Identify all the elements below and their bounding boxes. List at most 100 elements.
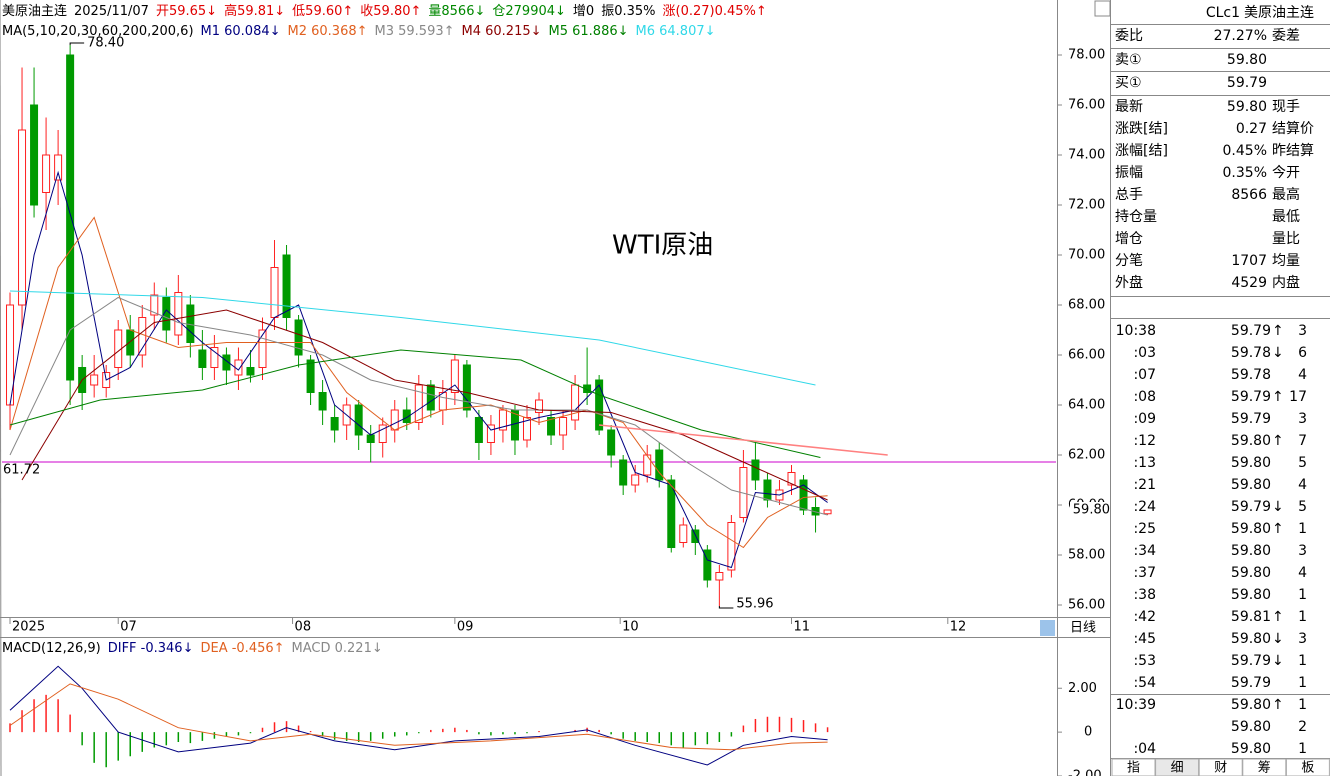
quote-label: 涨幅[结] (1115, 143, 1168, 159)
tab-label[interactable]: 财 (1214, 761, 1227, 776)
tick-time: :34 (1133, 543, 1156, 559)
tick-volume: 6 (1298, 345, 1307, 361)
tick-time: :45 (1133, 631, 1156, 647)
macd-legend-item: MACD 0.221↓ (292, 641, 383, 656)
y-tick-label: 58.00 (1068, 548, 1105, 563)
quote-header-item: 量8566↓ (428, 4, 485, 19)
y-tick-label: 62.00 (1068, 448, 1105, 463)
tick-volume: 4 (1298, 565, 1307, 581)
candle-body (282, 254, 291, 318)
candle-body (294, 319, 303, 356)
quote-label: 涨跌[结] (1115, 121, 1168, 137)
candle-body (414, 384, 423, 423)
tab[interactable] (1111, 758, 1156, 776)
candle-body (691, 529, 700, 543)
candle-body (354, 404, 363, 436)
candle-body (643, 454, 652, 476)
macd-legend-item: MACD(12,26,9) (2, 641, 101, 656)
tick-volume: 1 (1298, 653, 1307, 669)
candle-body (763, 479, 772, 501)
tab-label[interactable]: 板 (1301, 761, 1314, 776)
reference-label: 61.72 (3, 463, 40, 478)
tick-volume: 7 (1298, 433, 1307, 449)
tick-price: 59.81 (1231, 609, 1271, 625)
ma-legend-item: M6 64.807↓ (636, 24, 716, 39)
quote-label: 昨结算 (1272, 143, 1314, 159)
candle-body (619, 459, 628, 486)
tick-direction: ↑ (1272, 609, 1284, 625)
tick-volume: 5 (1298, 499, 1307, 515)
candle-body (679, 524, 688, 543)
x-tick-label: 2025 (12, 620, 45, 635)
quote-label: 最高 (1272, 186, 1300, 203)
quote-value: 8566 (1231, 187, 1267, 203)
tick-price: 59.79 (1231, 323, 1271, 339)
x-tick-label: 12 (950, 620, 967, 635)
y-tick-label: 68.00 (1068, 298, 1105, 313)
tick-volume: 1 (1298, 587, 1307, 603)
candle-body (474, 417, 483, 443)
quote-value: 0.35% (1223, 165, 1267, 181)
tick-price: 59.80 (1231, 455, 1271, 471)
extreme-pointer (69, 42, 85, 45)
y-tick-label: 66.00 (1068, 348, 1105, 363)
tick-direction: ↓ (1272, 345, 1284, 361)
tick-price: 59.79 (1231, 675, 1271, 691)
candle-body (426, 384, 435, 411)
tick-volume: 3 (1298, 543, 1307, 559)
tab-label[interactable]: 筹 (1258, 760, 1271, 776)
y-tick-label: -2.00 (1068, 769, 1102, 776)
tick-direction: ↑ (1272, 323, 1284, 339)
y-tick-label: 74.00 (1068, 148, 1105, 163)
quote-value: 59.80 (1227, 52, 1267, 68)
tick-time: :24 (1133, 499, 1156, 515)
tab[interactable] (1198, 758, 1243, 776)
quote-label: 委比 (1115, 28, 1143, 44)
candle-body (18, 129, 27, 306)
symbol: CLc1 (1206, 5, 1240, 21)
ma-line (9, 290, 816, 386)
scroll-box[interactable] (1094, 0, 1111, 17)
candle-body (547, 417, 556, 436)
ma-line (9, 296, 828, 516)
x-tick-label: 11 (793, 620, 810, 635)
tick-volume: 1 (1298, 741, 1307, 757)
tab[interactable] (1242, 758, 1287, 776)
quote-label: 分笔 (1115, 253, 1143, 269)
ma-legend-item: M4 60.215↓ (462, 24, 542, 39)
extreme-label: 78.40 (87, 36, 124, 51)
y-tick-label: 56.00 (1068, 598, 1105, 613)
tick-time: :12 (1133, 433, 1156, 449)
candle-body (402, 409, 411, 423)
tick-direction: ↑ (1272, 521, 1284, 537)
candle-body (462, 364, 471, 411)
candle-body (150, 294, 159, 316)
tick-volume: 2 (1298, 719, 1307, 735)
tick-price: 59.79 (1231, 653, 1271, 669)
period-label[interactable]: 日线 (1070, 621, 1096, 636)
tab[interactable] (1285, 758, 1330, 776)
candle-body (42, 154, 51, 193)
macd-line (9, 665, 828, 766)
x-tick-label: 09 (457, 620, 474, 635)
candle-body (198, 349, 207, 368)
tick-volume: 3 (1298, 631, 1307, 647)
tab-label[interactable]: 细 (1171, 761, 1184, 776)
y-tick-label: 0 (1084, 725, 1092, 740)
candle-body (571, 384, 580, 421)
tab-label[interactable]: 指 (1127, 761, 1140, 776)
tick-price: 59.80 (1231, 741, 1271, 757)
quote-label: 委差 (1272, 28, 1300, 44)
scroll-thumb[interactable] (1040, 620, 1055, 636)
tab[interactable] (1155, 758, 1200, 776)
candle-body (90, 374, 99, 386)
candle-body (258, 329, 267, 368)
tick-price: 59.80 (1231, 477, 1271, 493)
candle-body (655, 449, 664, 481)
macd-legend-item: DEA -0.456↑ (200, 641, 284, 656)
tick-time: :53 (1133, 653, 1156, 669)
macd-legend: MACD(12,26,9) DIFF -0.346↓ DEA -0.456↑ MACD… (2, 641, 383, 656)
quote-value: 0.45% (1223, 143, 1267, 159)
